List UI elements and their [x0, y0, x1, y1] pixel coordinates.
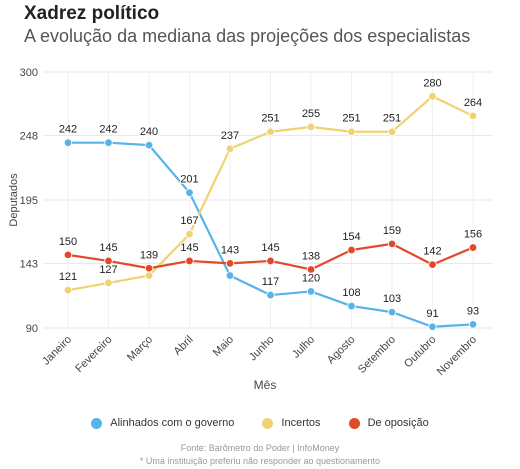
data-point: [266, 256, 275, 266]
y-axis-title: Deputados: [8, 173, 20, 227]
footnote: * Uma instituição preferiu não responder…: [139, 456, 381, 466]
data-point: [468, 320, 478, 329]
data-label: 251: [261, 113, 279, 125]
data-label: 237: [221, 130, 239, 142]
data-label: 251: [383, 113, 401, 125]
data-point: [266, 127, 275, 136]
legend-label-governo: Alinhados com o governo: [110, 417, 235, 429]
data-point: [468, 243, 478, 252]
data-label: 159: [383, 225, 401, 237]
data-point: [387, 239, 397, 249]
data-label: 139: [140, 249, 158, 261]
data-point: [225, 271, 235, 280]
legend-item-governo: Alinhados com o governo: [91, 417, 234, 429]
data-label: 117: [262, 276, 280, 288]
data-point: [225, 259, 235, 268]
data-point: [104, 256, 113, 266]
data-label: 150: [59, 236, 77, 248]
data-point: [428, 260, 437, 269]
data-point: [144, 264, 154, 273]
line-chart: 90 143 195 248 300 Janeiro Fevereiro Março Abril…: [8, 67, 492, 392]
legend-marker-oposicao: [348, 417, 360, 429]
data-label: 143: [221, 244, 239, 256]
data-label: 156: [464, 229, 482, 241]
data-point: [185, 256, 194, 266]
chart-title: Xadrez político: [24, 3, 160, 24]
data-label: 264: [464, 97, 482, 109]
data-point: [104, 138, 113, 147]
data-label: 242: [99, 124, 117, 136]
legend-marker-governo: [91, 417, 103, 429]
y-tick-label: 300: [20, 67, 38, 79]
data-label: 255: [302, 108, 320, 120]
data-label: 103: [383, 293, 401, 305]
chart-legend: Alinhados com o governo Incertos De opos…: [0, 417, 520, 429]
legend-item-oposicao: De oposição: [348, 417, 429, 429]
x-tick-label: Abril: [172, 334, 196, 358]
y-tick-label: 143: [20, 258, 38, 270]
data-point: [63, 138, 73, 147]
x-axis-title: Mês: [254, 378, 277, 392]
data-point: [306, 122, 316, 132]
data-label: 120: [302, 272, 320, 284]
data-label: 201: [180, 174, 198, 186]
data-point: [428, 92, 437, 101]
data-label: 240: [140, 126, 158, 138]
data-point: [266, 290, 275, 300]
data-point: [306, 287, 316, 296]
x-tick-label: Julho: [290, 334, 317, 361]
data-point: [306, 265, 316, 274]
data-label: 145: [99, 242, 117, 254]
data-point: [185, 229, 194, 239]
data-point: [387, 307, 397, 317]
data-point: [63, 286, 73, 295]
x-tick-label: Novembro: [435, 334, 479, 378]
x-tick-label: Outubro: [402, 334, 439, 371]
data-label: 108: [342, 287, 360, 299]
x-tick-label: Setembro: [356, 334, 398, 376]
data-label: 121: [59, 271, 77, 283]
source-note: Fonte: Barômetro do Poder | InfoMoney: [180, 443, 340, 453]
data-label: 167: [180, 215, 198, 227]
data-point: [144, 140, 154, 150]
data-label: 142: [423, 246, 441, 258]
data-point: [225, 144, 235, 153]
x-tick-label: Janeiro: [40, 334, 74, 368]
data-label: 91: [426, 308, 438, 320]
data-point: [144, 271, 154, 280]
data-label: 242: [59, 124, 77, 136]
x-tick-label: Junho: [247, 334, 277, 364]
x-tick-label: Fevereiro: [73, 334, 114, 375]
x-tick-label: Maio: [211, 334, 236, 359]
data-point: [347, 127, 356, 136]
data-label: 145: [180, 242, 198, 254]
data-label: 154: [342, 231, 360, 243]
x-tick-label: Março: [125, 334, 155, 364]
data-point: [347, 301, 356, 311]
y-tick-label: 248: [20, 130, 38, 142]
data-point: [428, 322, 437, 331]
data-label: 127: [99, 264, 117, 276]
data-point: [63, 250, 73, 260]
data-label: 251: [342, 113, 360, 125]
data-label: 93: [467, 305, 479, 317]
data-point: [104, 278, 113, 288]
y-tick-label: 195: [20, 195, 38, 207]
legend-item-incertos: Incertos: [262, 417, 321, 429]
legend-marker-incertos: [262, 417, 274, 429]
data-label: 145: [261, 242, 279, 254]
data-point: [468, 111, 478, 121]
chart-subtitle: A evolução da mediana das projeções dos …: [24, 26, 471, 46]
data-point: [347, 245, 356, 255]
data-point: [185, 188, 194, 197]
legend-label-oposicao: De oposição: [367, 417, 429, 429]
data-label: 280: [423, 77, 441, 89]
data-point: [387, 127, 397, 136]
data-label: 138: [302, 250, 320, 262]
x-tick-label: Agosto: [325, 334, 358, 367]
y-tick-label: 90: [26, 323, 38, 335]
legend-label-incertos: Incertos: [281, 417, 321, 429]
